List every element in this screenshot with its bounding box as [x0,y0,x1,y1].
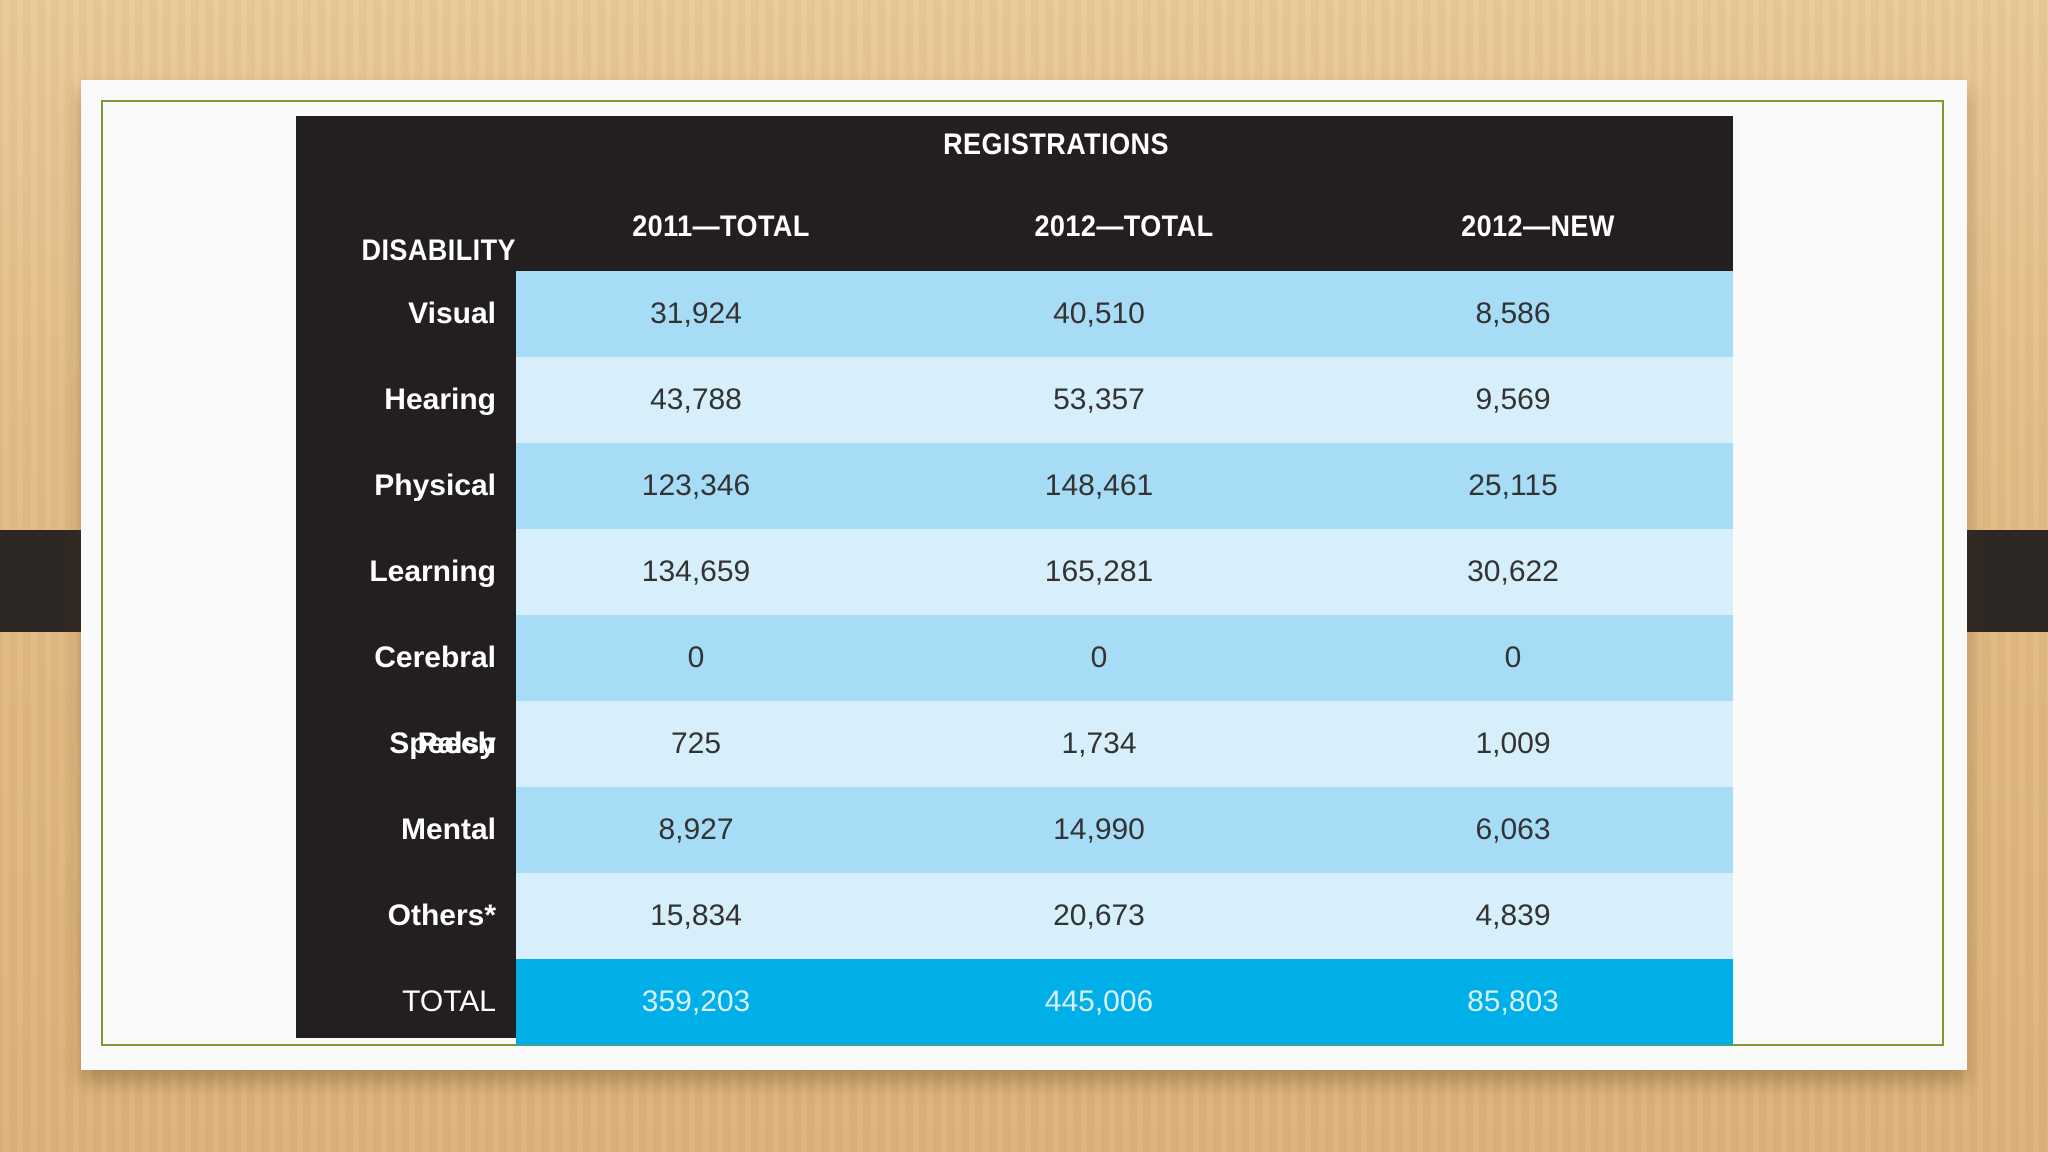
registrations-table: REGISTRATIONS DISABILITY 2011—TOTAL 2012… [296,116,1733,1045]
row-cells: 31,924 40,510 8,586 [516,271,1733,357]
row-cells: 123,346 148,461 25,115 [516,443,1733,529]
row-cells: 15,834 20,673 4,839 [516,873,1733,959]
column-header-disability: DISABILITY [361,234,516,267]
table-row: Speech 725 1,734 1,009 [296,701,1733,787]
row-label: Cerebral Palsy [374,641,496,760]
total-label: TOTAL [402,985,496,1018]
table-cell: 30,622 [1467,555,1559,588]
table-row: Hearing 43,788 53,357 9,569 [296,357,1733,443]
table-cell: 4,839 [1475,899,1551,932]
table-row: Others* 15,834 20,673 4,839 [296,873,1733,959]
table-cell: 123,346 [641,469,751,502]
row-cells: 43,788 53,357 9,569 [516,357,1733,443]
table-cell: 1,734 [1061,727,1137,760]
row-cells: 725 1,734 1,009 [516,701,1733,787]
table-cell: 134,659 [641,555,751,588]
table-cell: 20,673 [1053,899,1145,932]
table-cell: 165,281 [1044,555,1154,588]
table-cell: 0 [687,641,705,674]
row-cells: 134,659 165,281 30,622 [516,529,1733,615]
row-cells: 0 0 0 [516,615,1733,701]
row-label: Hearing [384,383,496,416]
table-cell: 1,009 [1475,727,1551,760]
row-cells: 8,927 14,990 6,063 [516,787,1733,873]
row-label: Mental [400,813,496,846]
table-cell: 85,803 [1467,985,1559,1018]
table-cell: 6,063 [1475,813,1551,846]
table-row: Mental 8,927 14,990 6,063 [296,787,1733,873]
table-cell: 25,115 [1468,469,1558,502]
table-cell: 0 [1090,641,1108,674]
total-row: TOTAL 359,203 445,006 85,803 [296,959,1733,1045]
row-label: Visual [408,297,496,330]
table-cell: 43,788 [650,383,742,416]
table-cell: 31,924 [650,297,742,330]
table-row: Physical 123,346 148,461 25,115 [296,443,1733,529]
table-title: REGISTRATIONS [943,128,1169,161]
table-cell: 0 [1504,641,1522,674]
table-cell: 40,510 [1053,297,1145,330]
table-cell: 445,006 [1044,985,1154,1018]
row-label: Speech [389,727,496,760]
table-cell: 14,990 [1053,813,1145,846]
table-row: Cerebral Palsy 0 0 0 [296,615,1733,760]
table-cell: 9,569 [1475,383,1551,416]
table-cell: 8,927 [658,813,734,846]
table-cell: 15,834 [650,899,742,932]
row-label: Physical [374,469,496,502]
column-header-2012-total: 2012—TOTAL [1034,210,1214,243]
table-row: Visual 31,924 40,510 8,586 [296,271,1733,357]
table-row: Learning 134,659 165,281 30,622 [296,529,1733,615]
table-cell: 359,203 [641,985,751,1018]
table-cell: 148,461 [1044,469,1154,502]
row-label: Learning [369,555,496,588]
table-cell: 8,586 [1475,297,1551,330]
row-label: Others* [387,899,496,932]
table-cell: 725 [670,727,722,760]
table-cell: 53,357 [1053,383,1145,416]
slide-frame [101,100,1944,1046]
column-header-2011-total: 2011—TOTAL [632,210,810,243]
row-cells: 359,203 445,006 85,803 [516,959,1733,1045]
column-header-2012-new: 2012—NEW [1461,210,1615,243]
